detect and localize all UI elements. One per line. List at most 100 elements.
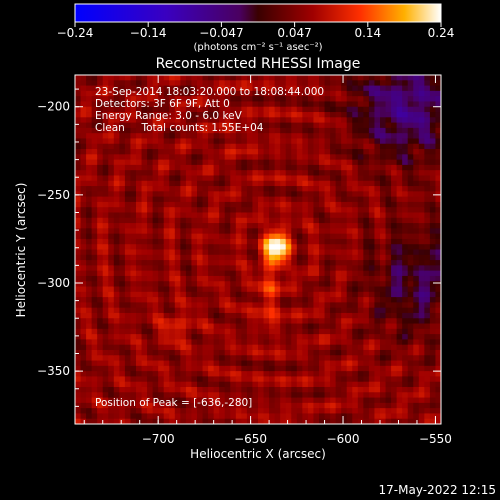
heatmap-cell [136,254,143,261]
heatmap-cell [285,133,292,140]
heatmap-cell [75,328,82,335]
heatmap-cell [385,207,392,214]
heatmap-cell [380,112,387,118]
heatmap-cell [80,344,87,351]
heatmap-cell [402,413,409,420]
heatmap-cell [141,270,148,277]
heatmap-cell [418,281,425,288]
heatmap-cell [380,85,387,92]
heatmap-cell [418,112,425,118]
heatmap-cell [185,349,193,356]
heatmap-cell [102,170,109,177]
heatmap-cell [313,328,320,335]
heatmap-cell [208,180,215,187]
heatmap-cell [174,260,181,266]
heatmap-cell [424,339,431,346]
heatmap-cell [252,244,259,251]
heatmap-cell [402,281,409,288]
heatmap-cell [158,334,165,340]
heatmap-cell [241,80,248,87]
heatmap-cell [330,101,337,108]
heatmap-cell [418,254,425,261]
heatmap-cell [313,159,320,166]
heatmap-cell [174,244,181,251]
heatmap-cell [174,376,181,383]
heatmap-cell [352,186,359,192]
heatmap-cell [136,85,143,92]
heatmap-cell [119,112,126,118]
heatmap-cell [80,85,87,92]
heatmap-cell [380,249,387,256]
heatmap-cell [163,275,170,282]
heatmap-cell [241,207,248,214]
heatmap-cell [108,371,115,378]
heatmap-cell [330,418,337,424]
heatmap-cell [341,318,348,325]
heatmap-cell [357,149,364,155]
heatmap-cell [424,418,431,424]
heatmap-cell [219,334,226,340]
heatmap-cell [313,217,320,224]
heatmap-cell [252,143,259,150]
heatmap-cell [246,101,254,108]
heatmap-cell [407,249,414,256]
heatmap-cell [113,318,120,325]
heatmap-cell [374,297,381,303]
heatmap-cell [313,80,320,87]
heatmap-cell [174,223,181,229]
heatmap-cell [102,191,109,198]
heatmap-cell [319,281,326,288]
heatmap-cell [418,249,425,256]
heatmap-cell [224,360,231,367]
heatmap-cell [380,297,387,303]
heatmap-cell [402,85,409,92]
heatmap-cell [274,101,281,108]
heatmap-cell [330,196,337,203]
heatmap-cell [341,159,348,166]
heatmap-cell [341,386,348,393]
heatmap-cell [307,180,315,187]
heatmap-cell [163,355,170,362]
heatmap-cell [341,127,348,134]
heatmap-cell [324,117,331,124]
heatmap-cell [352,143,359,150]
heatmap-cell [219,80,226,87]
heatmap-cell [258,371,265,378]
heatmap-cell [396,180,403,187]
heatmap-cell [235,138,242,145]
heatmap-cell [418,233,425,240]
heatmap-cell [147,85,154,92]
heatmap-cell [335,339,342,346]
heatmap-cell [263,249,270,256]
heatmap-cell [418,418,425,424]
heatmap-cell [313,207,320,214]
heatmap-cell [208,355,215,362]
heatmap-cell [208,365,215,372]
heatmap-cell [335,106,342,113]
heatmap-cell [219,360,226,367]
heatmap-cell [174,339,181,346]
heatmap-cell [429,260,437,266]
heatmap-cell [341,260,348,266]
heatmap-cell [346,223,353,229]
heatmap-cell [219,281,226,288]
heatmap-cell [224,418,231,424]
heatmap-cell [263,75,270,81]
heatmap-cell [280,386,287,393]
heatmap-cell [86,117,93,124]
heatmap-cell [307,334,315,340]
heatmap-cell [119,133,126,140]
heatmap-cell [352,180,359,187]
heatmap-cell [219,386,226,393]
heatmap-cell [424,191,431,198]
heatmap-cell [202,143,209,150]
heatmap-cell [91,159,98,166]
heatmap-cell [80,112,87,118]
heatmap-cell [424,297,431,303]
heatmap-cell [219,365,226,372]
heatmap-cell [335,323,342,330]
heatmap-cell [280,207,287,214]
heatmap-cell [396,339,403,346]
heatmap-cell [75,307,82,314]
heatmap-cell [158,212,165,219]
